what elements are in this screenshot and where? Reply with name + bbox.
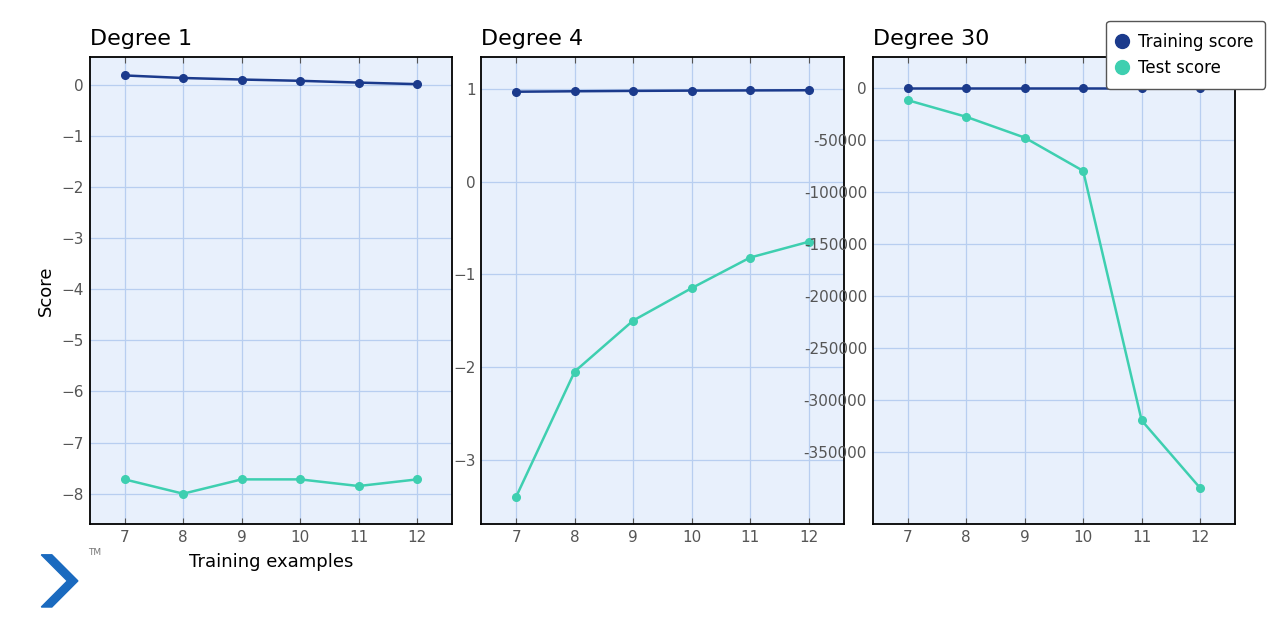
Legend: Training score, Test score: Training score, Test score <box>1106 21 1265 89</box>
Text: TM: TM <box>88 548 101 557</box>
X-axis label: Training examples: Training examples <box>188 553 353 571</box>
Text: Degree 4: Degree 4 <box>481 30 584 50</box>
Text: Degree 30: Degree 30 <box>873 30 989 50</box>
Text: Degree 1: Degree 1 <box>90 30 192 50</box>
Y-axis label: Score: Score <box>37 265 55 316</box>
Polygon shape <box>41 555 78 607</box>
